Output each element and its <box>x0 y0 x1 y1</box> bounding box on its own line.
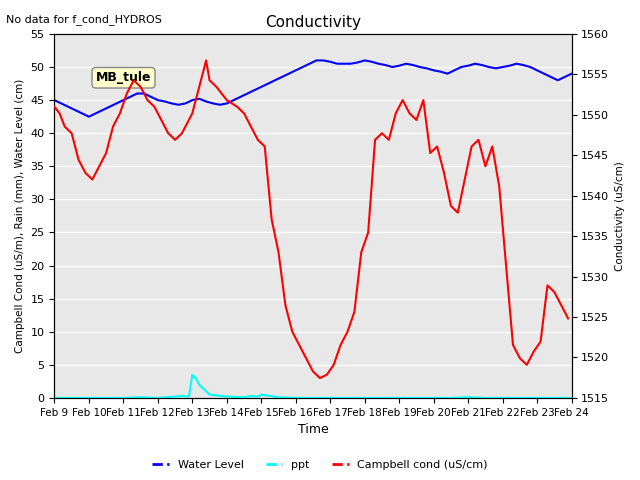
Legend: Water Level, ppt, Campbell cond (uS/cm): Water Level, ppt, Campbell cond (uS/cm) <box>148 456 492 474</box>
Y-axis label: Campbell Cond (uS/m), Rain (mm), Water Level (cm): Campbell Cond (uS/m), Rain (mm), Water L… <box>15 79 25 353</box>
Text: No data for f_cond_HYDROS: No data for f_cond_HYDROS <box>6 14 163 25</box>
Y-axis label: Conductivity (uS/cm): Conductivity (uS/cm) <box>615 161 625 271</box>
Title: Conductivity: Conductivity <box>265 15 361 30</box>
Text: MB_tule: MB_tule <box>96 71 151 84</box>
X-axis label: Time: Time <box>298 423 328 436</box>
